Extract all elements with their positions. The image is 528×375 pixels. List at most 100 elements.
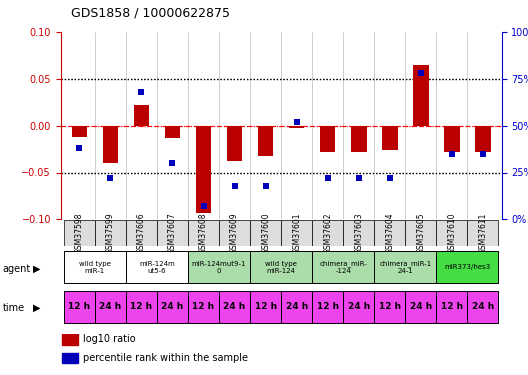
Bar xyxy=(281,291,312,322)
Point xyxy=(199,203,208,209)
Text: GSM37605: GSM37605 xyxy=(417,212,426,254)
Bar xyxy=(62,334,78,345)
Text: GSM37599: GSM37599 xyxy=(106,212,115,254)
Bar xyxy=(406,220,437,246)
Point xyxy=(355,175,363,181)
Bar xyxy=(437,220,467,246)
Bar xyxy=(374,220,406,246)
Bar xyxy=(188,220,219,246)
Text: miR373/hes3: miR373/hes3 xyxy=(445,264,491,270)
Bar xyxy=(374,291,406,322)
Point xyxy=(324,175,332,181)
Bar xyxy=(406,291,437,322)
Text: GSM37600: GSM37600 xyxy=(261,212,270,254)
Text: agent: agent xyxy=(3,264,31,274)
Text: chimera_miR-
-124: chimera_miR- -124 xyxy=(319,260,367,274)
Text: wild type
miR-124: wild type miR-124 xyxy=(265,261,297,274)
Bar xyxy=(227,126,242,161)
Bar xyxy=(250,220,281,246)
Text: GSM37610: GSM37610 xyxy=(447,212,456,254)
Text: ▶: ▶ xyxy=(33,264,40,274)
Bar xyxy=(343,291,374,322)
Point xyxy=(479,151,487,157)
Bar xyxy=(351,126,366,152)
Text: miR-124m
ut5-6: miR-124m ut5-6 xyxy=(139,261,175,274)
Bar xyxy=(188,291,219,322)
Bar xyxy=(343,220,374,246)
Bar xyxy=(289,126,305,128)
Text: GSM37602: GSM37602 xyxy=(323,212,332,254)
Bar xyxy=(219,220,250,246)
Bar xyxy=(64,220,95,246)
Bar xyxy=(134,105,149,126)
Bar xyxy=(126,251,188,283)
Bar xyxy=(413,64,429,126)
Bar xyxy=(95,291,126,322)
Point xyxy=(230,183,239,189)
Text: ▶: ▶ xyxy=(33,303,40,313)
Text: 24 h: 24 h xyxy=(286,302,308,311)
Text: GSM37606: GSM37606 xyxy=(137,212,146,254)
Text: chimera_miR-1
24-1: chimera_miR-1 24-1 xyxy=(379,260,431,274)
Bar xyxy=(196,126,211,213)
Bar xyxy=(382,126,398,150)
Bar xyxy=(374,251,437,283)
Text: percentile rank within the sample: percentile rank within the sample xyxy=(83,353,248,363)
Bar xyxy=(165,126,180,138)
Text: 12 h: 12 h xyxy=(68,302,90,311)
Text: wild type
miR-1: wild type miR-1 xyxy=(79,261,111,274)
Bar xyxy=(467,291,498,322)
Text: GSM37608: GSM37608 xyxy=(199,212,208,254)
Bar xyxy=(467,220,498,246)
Bar xyxy=(219,291,250,322)
Text: miR-124mut9-1
0: miR-124mut9-1 0 xyxy=(192,261,247,274)
Point xyxy=(385,175,394,181)
Text: GSM37609: GSM37609 xyxy=(230,212,239,254)
Text: GSM37604: GSM37604 xyxy=(385,212,394,254)
Text: 12 h: 12 h xyxy=(130,302,153,311)
Text: GSM37607: GSM37607 xyxy=(168,212,177,254)
Bar xyxy=(444,126,460,152)
Text: 24 h: 24 h xyxy=(410,302,432,311)
Text: 24 h: 24 h xyxy=(223,302,246,311)
Point xyxy=(293,119,301,125)
Bar xyxy=(64,251,126,283)
Point xyxy=(417,70,425,76)
Bar xyxy=(475,126,491,152)
Bar xyxy=(437,251,498,283)
Bar xyxy=(250,251,312,283)
Bar xyxy=(250,291,281,322)
Bar xyxy=(437,291,467,322)
Bar xyxy=(72,126,87,137)
Point xyxy=(75,145,83,151)
Text: log10 ratio: log10 ratio xyxy=(83,334,136,344)
Text: 12 h: 12 h xyxy=(317,302,339,311)
Bar xyxy=(281,220,312,246)
Bar xyxy=(102,126,118,163)
Text: 12 h: 12 h xyxy=(441,302,463,311)
Point xyxy=(137,89,146,95)
Bar xyxy=(157,220,188,246)
Text: 24 h: 24 h xyxy=(347,302,370,311)
Text: 24 h: 24 h xyxy=(99,302,121,311)
Point xyxy=(106,175,115,181)
Bar xyxy=(258,126,274,156)
Text: 12 h: 12 h xyxy=(379,302,401,311)
Point xyxy=(168,160,177,166)
Text: GDS1858 / 10000622875: GDS1858 / 10000622875 xyxy=(71,7,230,20)
Text: GSM37598: GSM37598 xyxy=(75,212,84,254)
Bar xyxy=(62,353,78,363)
Bar xyxy=(312,291,343,322)
Bar xyxy=(126,220,157,246)
Bar xyxy=(64,291,95,322)
Bar xyxy=(320,126,335,152)
Text: GSM37603: GSM37603 xyxy=(354,212,363,254)
Text: GSM37611: GSM37611 xyxy=(478,212,487,254)
Bar xyxy=(312,220,343,246)
Text: time: time xyxy=(3,303,25,313)
Bar xyxy=(95,220,126,246)
Text: 24 h: 24 h xyxy=(472,302,494,311)
Bar xyxy=(312,251,374,283)
Bar xyxy=(188,251,250,283)
Bar xyxy=(126,291,157,322)
